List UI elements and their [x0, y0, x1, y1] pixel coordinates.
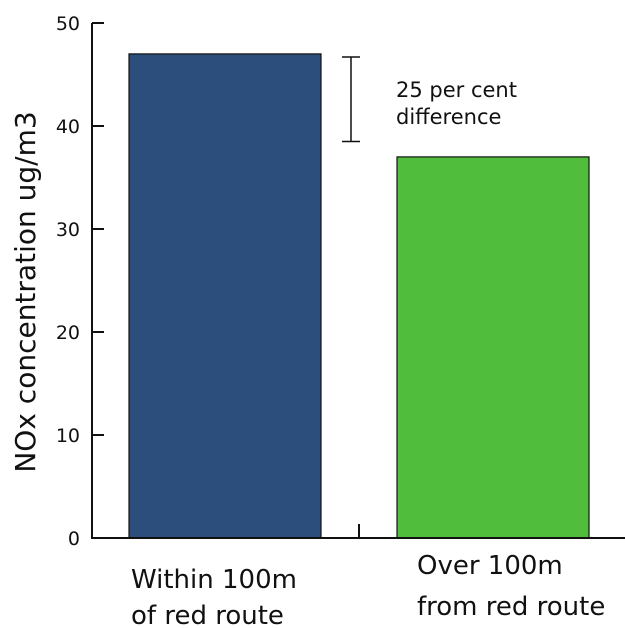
x-category-labels: Within 100m of red route Over 100m from red…: [131, 551, 605, 628]
y-tick-label: 20: [56, 322, 80, 344]
y-tick-label: 40: [56, 116, 80, 138]
category-label: Over 100m: [417, 551, 563, 581]
y-tick-label: 30: [56, 219, 80, 241]
category-label: of red route: [131, 601, 284, 628]
axes: [91, 23, 625, 539]
difference-annotation: 25 per cent difference: [342, 56, 517, 143]
bar-2: [396, 156, 590, 539]
annotation-text: difference: [396, 105, 501, 129]
y-tick-label: 10: [56, 425, 80, 447]
bars: [128, 53, 590, 539]
y-axis-title: NOx concentration ug/m3: [9, 111, 42, 472]
category-label: Within 100m: [131, 565, 297, 595]
category-label: from red route: [417, 592, 605, 622]
annotation-text: 25 per cent: [396, 78, 517, 102]
y-tick-label: 50: [56, 13, 80, 35]
y-tick-label: 0: [68, 528, 80, 550]
bar-1: [128, 53, 322, 539]
y-ticks: 0 10 20 30 40 50: [56, 13, 104, 550]
